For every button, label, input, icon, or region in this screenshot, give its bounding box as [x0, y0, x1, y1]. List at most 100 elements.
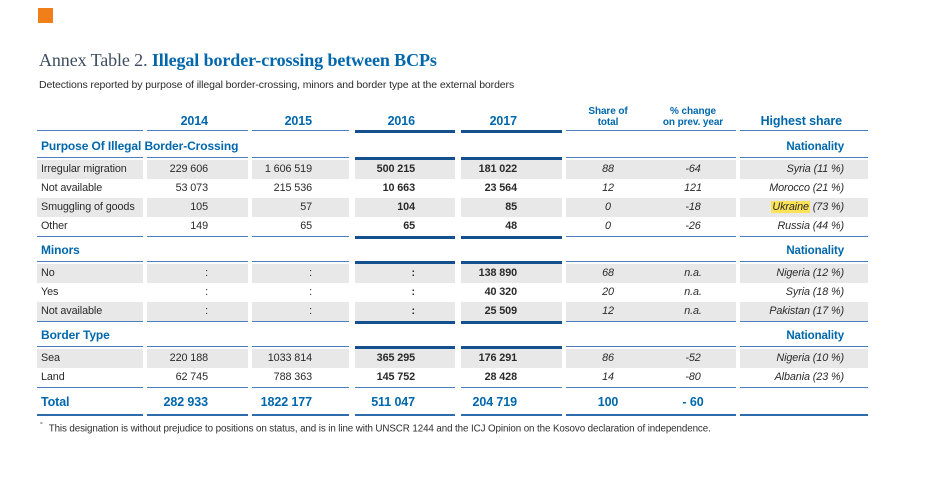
cell-label: Not available: [41, 182, 103, 194]
rule-segment: [355, 130, 455, 133]
rule-segment: [461, 236, 562, 239]
highlighted-text: Ukraine: [771, 201, 810, 213]
rule-segment: [461, 130, 562, 133]
cell-2017: 85: [461, 198, 562, 217]
total-2014: 282 933: [163, 395, 209, 409]
column-header-2017: 2017: [489, 114, 518, 128]
rule-segment: [461, 414, 562, 417]
cell-2017: 48: [505, 220, 517, 232]
rule-segment: [650, 321, 736, 324]
rule-segment: [650, 346, 736, 349]
rule-segment: [355, 261, 455, 264]
table-row: Yes::: 40 320 20 n.a. Syria (18 %): [37, 283, 868, 302]
total-share: 100: [597, 395, 619, 409]
page-title: Annex Table 2. Illegal border-crossing b…: [39, 50, 437, 71]
rule-segment: [37, 387, 143, 390]
cell-pct-change: n.a.: [650, 302, 736, 321]
section-top-rule: [37, 261, 868, 264]
cell-pct-change: -26: [685, 220, 701, 232]
rule-segment: [566, 321, 650, 324]
table-row: No:::138 890 68 n.a. Nigeria (12 %): [37, 264, 868, 283]
cell-2017: 25 509: [461, 302, 562, 321]
page-subtitle: Detections reported by purpose of illega…: [39, 79, 515, 91]
section-bottom-rule: [37, 236, 868, 239]
cell-share-of-total: 88: [566, 160, 650, 179]
rule-segment: [740, 236, 868, 239]
table-row: Land 62 745 788 363 145 752 28 428 14 -80 Alban…: [37, 368, 868, 387]
total-2016: 511 047: [371, 395, 415, 409]
section-title-purpose-of-illegal-border-crossing: Purpose Of Illegal Border-Crossing: [41, 139, 239, 153]
page-title-main: Illegal border-crossing between BCPs: [151, 50, 437, 70]
table-row: Other 149 65 65 48 0 -26 Russia (44 %): [37, 217, 868, 236]
cell-pct-change: -80: [685, 371, 701, 383]
cell-highest-share: Pakistan (17 %): [740, 302, 868, 321]
header-rule: [37, 130, 868, 133]
rule-segment: [147, 157, 248, 160]
page-title-prefix: Annex Table 2.: [39, 50, 148, 70]
cell-2015: 215 536: [273, 182, 312, 194]
annex-table: 2014 2015 2016 2017 Share of total% change on …: [37, 104, 868, 417]
table-header-row: 2014 2015 2016 2017 Share of total % change on …: [37, 104, 868, 130]
cell-highest-share: Syria (18 %): [785, 286, 844, 298]
footnote-marker: °: [40, 422, 43, 429]
rule-segment: [252, 346, 349, 349]
rule-segment: [461, 321, 562, 324]
table-row: Not available 53 073 215 536 10 663 23 564 12…: [37, 179, 868, 198]
cell-share-of-total: 20: [602, 286, 614, 298]
total-2015: 1822 177: [260, 395, 312, 409]
rule-segment: [650, 261, 736, 264]
cell-2015: :: [252, 264, 349, 283]
cell-2014: 149: [190, 220, 208, 232]
rule-segment: [37, 236, 143, 239]
cell-2016: 365 295: [355, 349, 455, 368]
rule-segment: [355, 157, 455, 160]
cell-share-of-total: 86: [566, 349, 650, 368]
rule-segment: [740, 414, 868, 417]
cell-label: Land: [41, 371, 65, 383]
total-label: Total: [41, 395, 70, 409]
rule-segment: [252, 130, 349, 133]
total-2017: 204 719: [472, 395, 518, 409]
section-title-border-type: Border Type: [41, 328, 110, 342]
rule-segment: [37, 321, 143, 324]
section-title-minors: Minors: [41, 243, 80, 257]
rule-segment: [461, 387, 562, 390]
cell-2017: 176 291: [461, 349, 562, 368]
cell-2015: 1033 814: [252, 349, 349, 368]
rule-segment: [147, 130, 248, 133]
section-header-row: Border Type Nationality: [37, 324, 868, 346]
cell-pct-change: n.a.: [650, 264, 736, 283]
cell-2016: 145 752: [376, 371, 415, 383]
cell-2017: 181 022: [461, 160, 562, 179]
cell-2016: 10 663: [382, 182, 416, 194]
column-header-2016: 2016: [387, 114, 416, 128]
rule-segment: [252, 157, 349, 160]
cell-2015: :: [252, 302, 349, 321]
cell-highest-share: Albania (23 %): [774, 371, 845, 383]
rule-segment: [37, 157, 143, 160]
column-header-highest-share: Highest share: [760, 114, 842, 128]
cell-2016: :: [411, 286, 416, 298]
rule-segment: [740, 321, 868, 324]
footnote-text: This designation is without prejudice to…: [48, 423, 711, 435]
cell-2014: 229 606: [147, 160, 248, 179]
section-nationality-label: Nationality: [786, 245, 844, 257]
section-nationality-label: Nationality: [786, 141, 844, 153]
table-row: Sea 220 188 1033 814 365 295 176 291 86 -52 Nig…: [37, 349, 868, 368]
section-top-rule: [37, 157, 868, 160]
section-header-row: Minors Nationality: [37, 239, 868, 261]
cell-2016: 104: [355, 198, 455, 217]
total-row: Total 282 933 1822 177 511 047 204 719 100 - 6…: [37, 390, 868, 414]
cell-share-of-total: 0: [605, 220, 611, 232]
rule-segment: [740, 130, 868, 133]
rule-segment: [147, 261, 248, 264]
annex-orange-marker: [38, 8, 53, 23]
cell-2015: 788 363: [273, 371, 312, 383]
cell-2017: 23 564: [484, 182, 518, 194]
table-bottom-rule: [37, 414, 868, 417]
rule-segment: [650, 414, 736, 417]
rule-segment: [37, 261, 143, 264]
section-bottom-rule: [37, 387, 868, 390]
total-change: - 60: [682, 395, 704, 409]
